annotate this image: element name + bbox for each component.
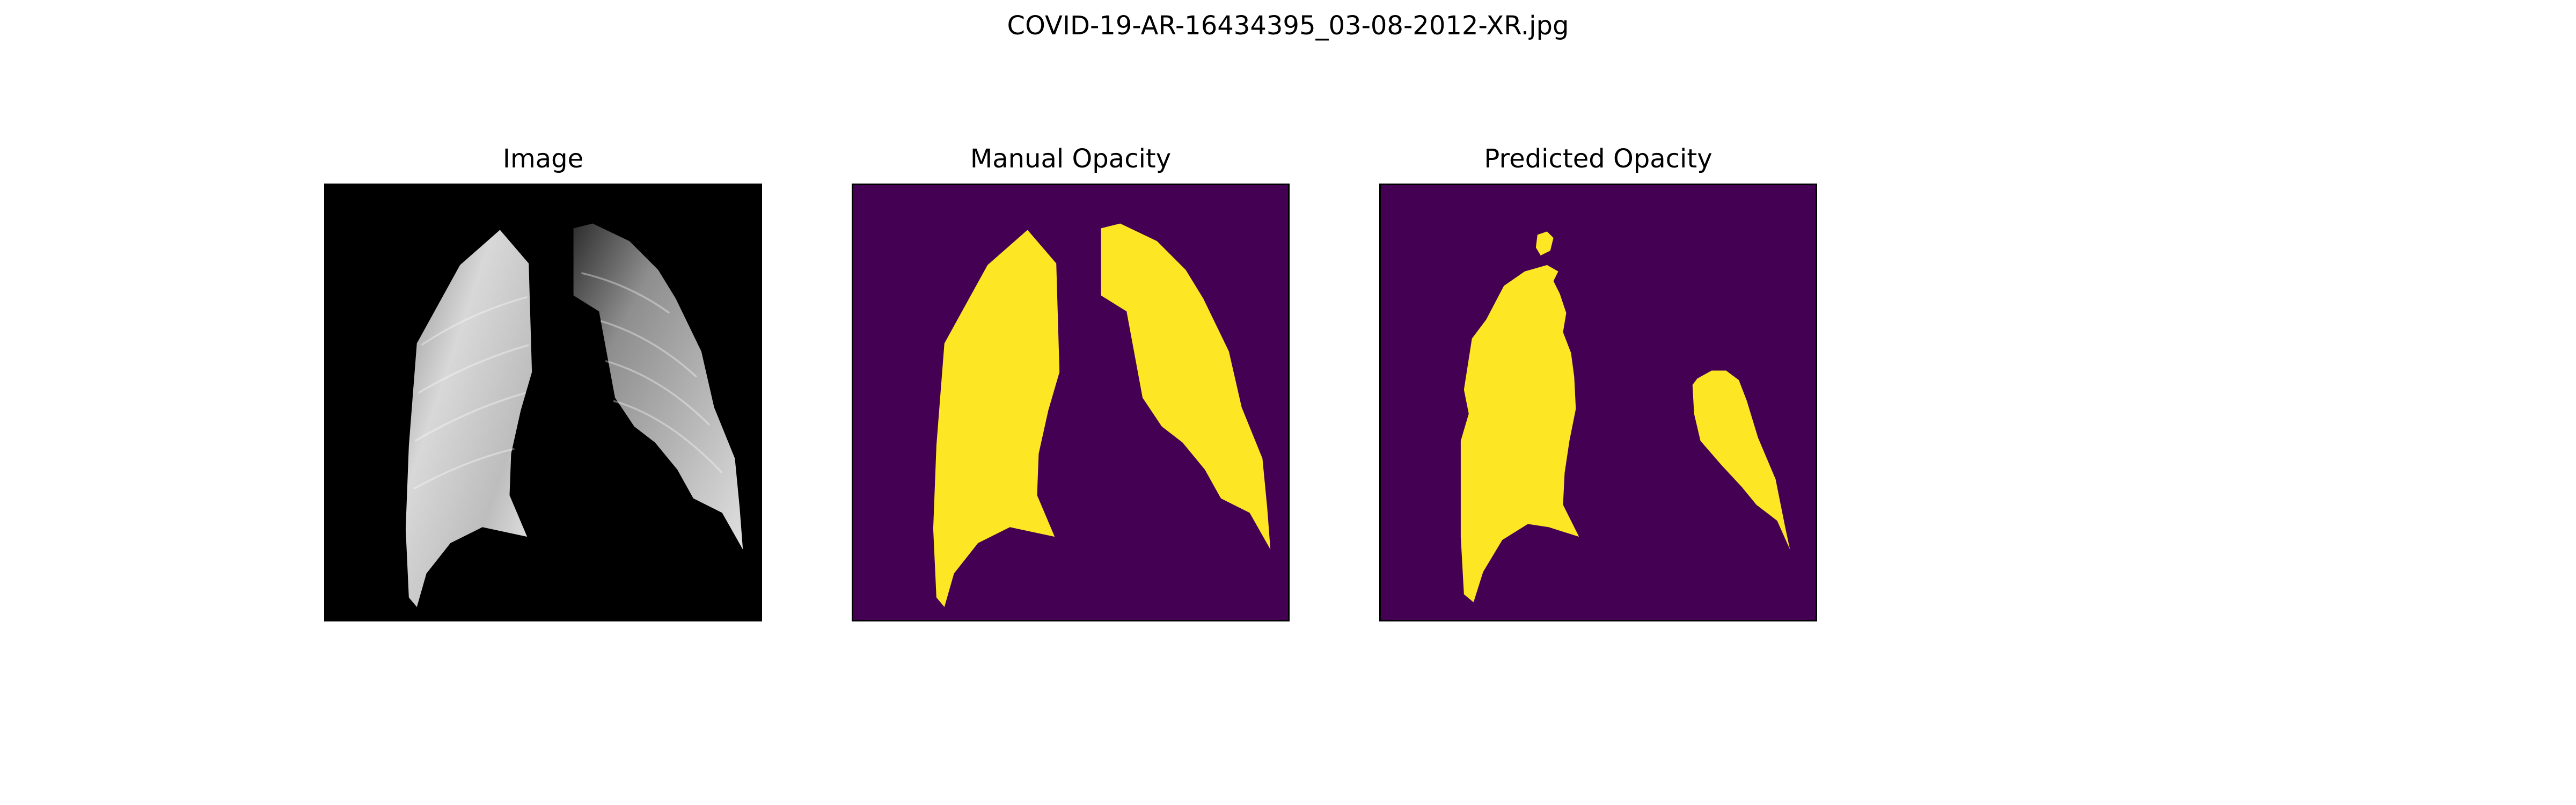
panel-title-manual-opacity: Manual Opacity <box>970 144 1172 174</box>
panel-title-predicted-opacity: Predicted Opacity <box>1484 144 1713 174</box>
predicted-right-lung-mask <box>1692 370 1790 550</box>
xray-image <box>326 185 760 620</box>
rib-lines <box>413 272 723 490</box>
panel-predicted-opacity <box>1379 184 1817 621</box>
left-lung-shape <box>405 230 532 608</box>
predicted-left-lung-mask <box>1460 231 1579 603</box>
panel-title-image: Image <box>502 144 584 174</box>
manual-opacity-mask <box>853 185 1288 620</box>
predicted-opacity-mask <box>1381 185 1816 620</box>
manual-left-lung-mask <box>933 230 1060 608</box>
manual-right-lung-mask <box>1101 223 1271 550</box>
right-lung-shape <box>573 223 743 550</box>
panel-image <box>324 184 762 621</box>
mask-background <box>1381 185 1816 620</box>
figure-suptitle: COVID-19-AR-16434395_03-08-2012-XR.jpg <box>1007 11 1569 41</box>
panel-manual-opacity <box>852 184 1290 621</box>
